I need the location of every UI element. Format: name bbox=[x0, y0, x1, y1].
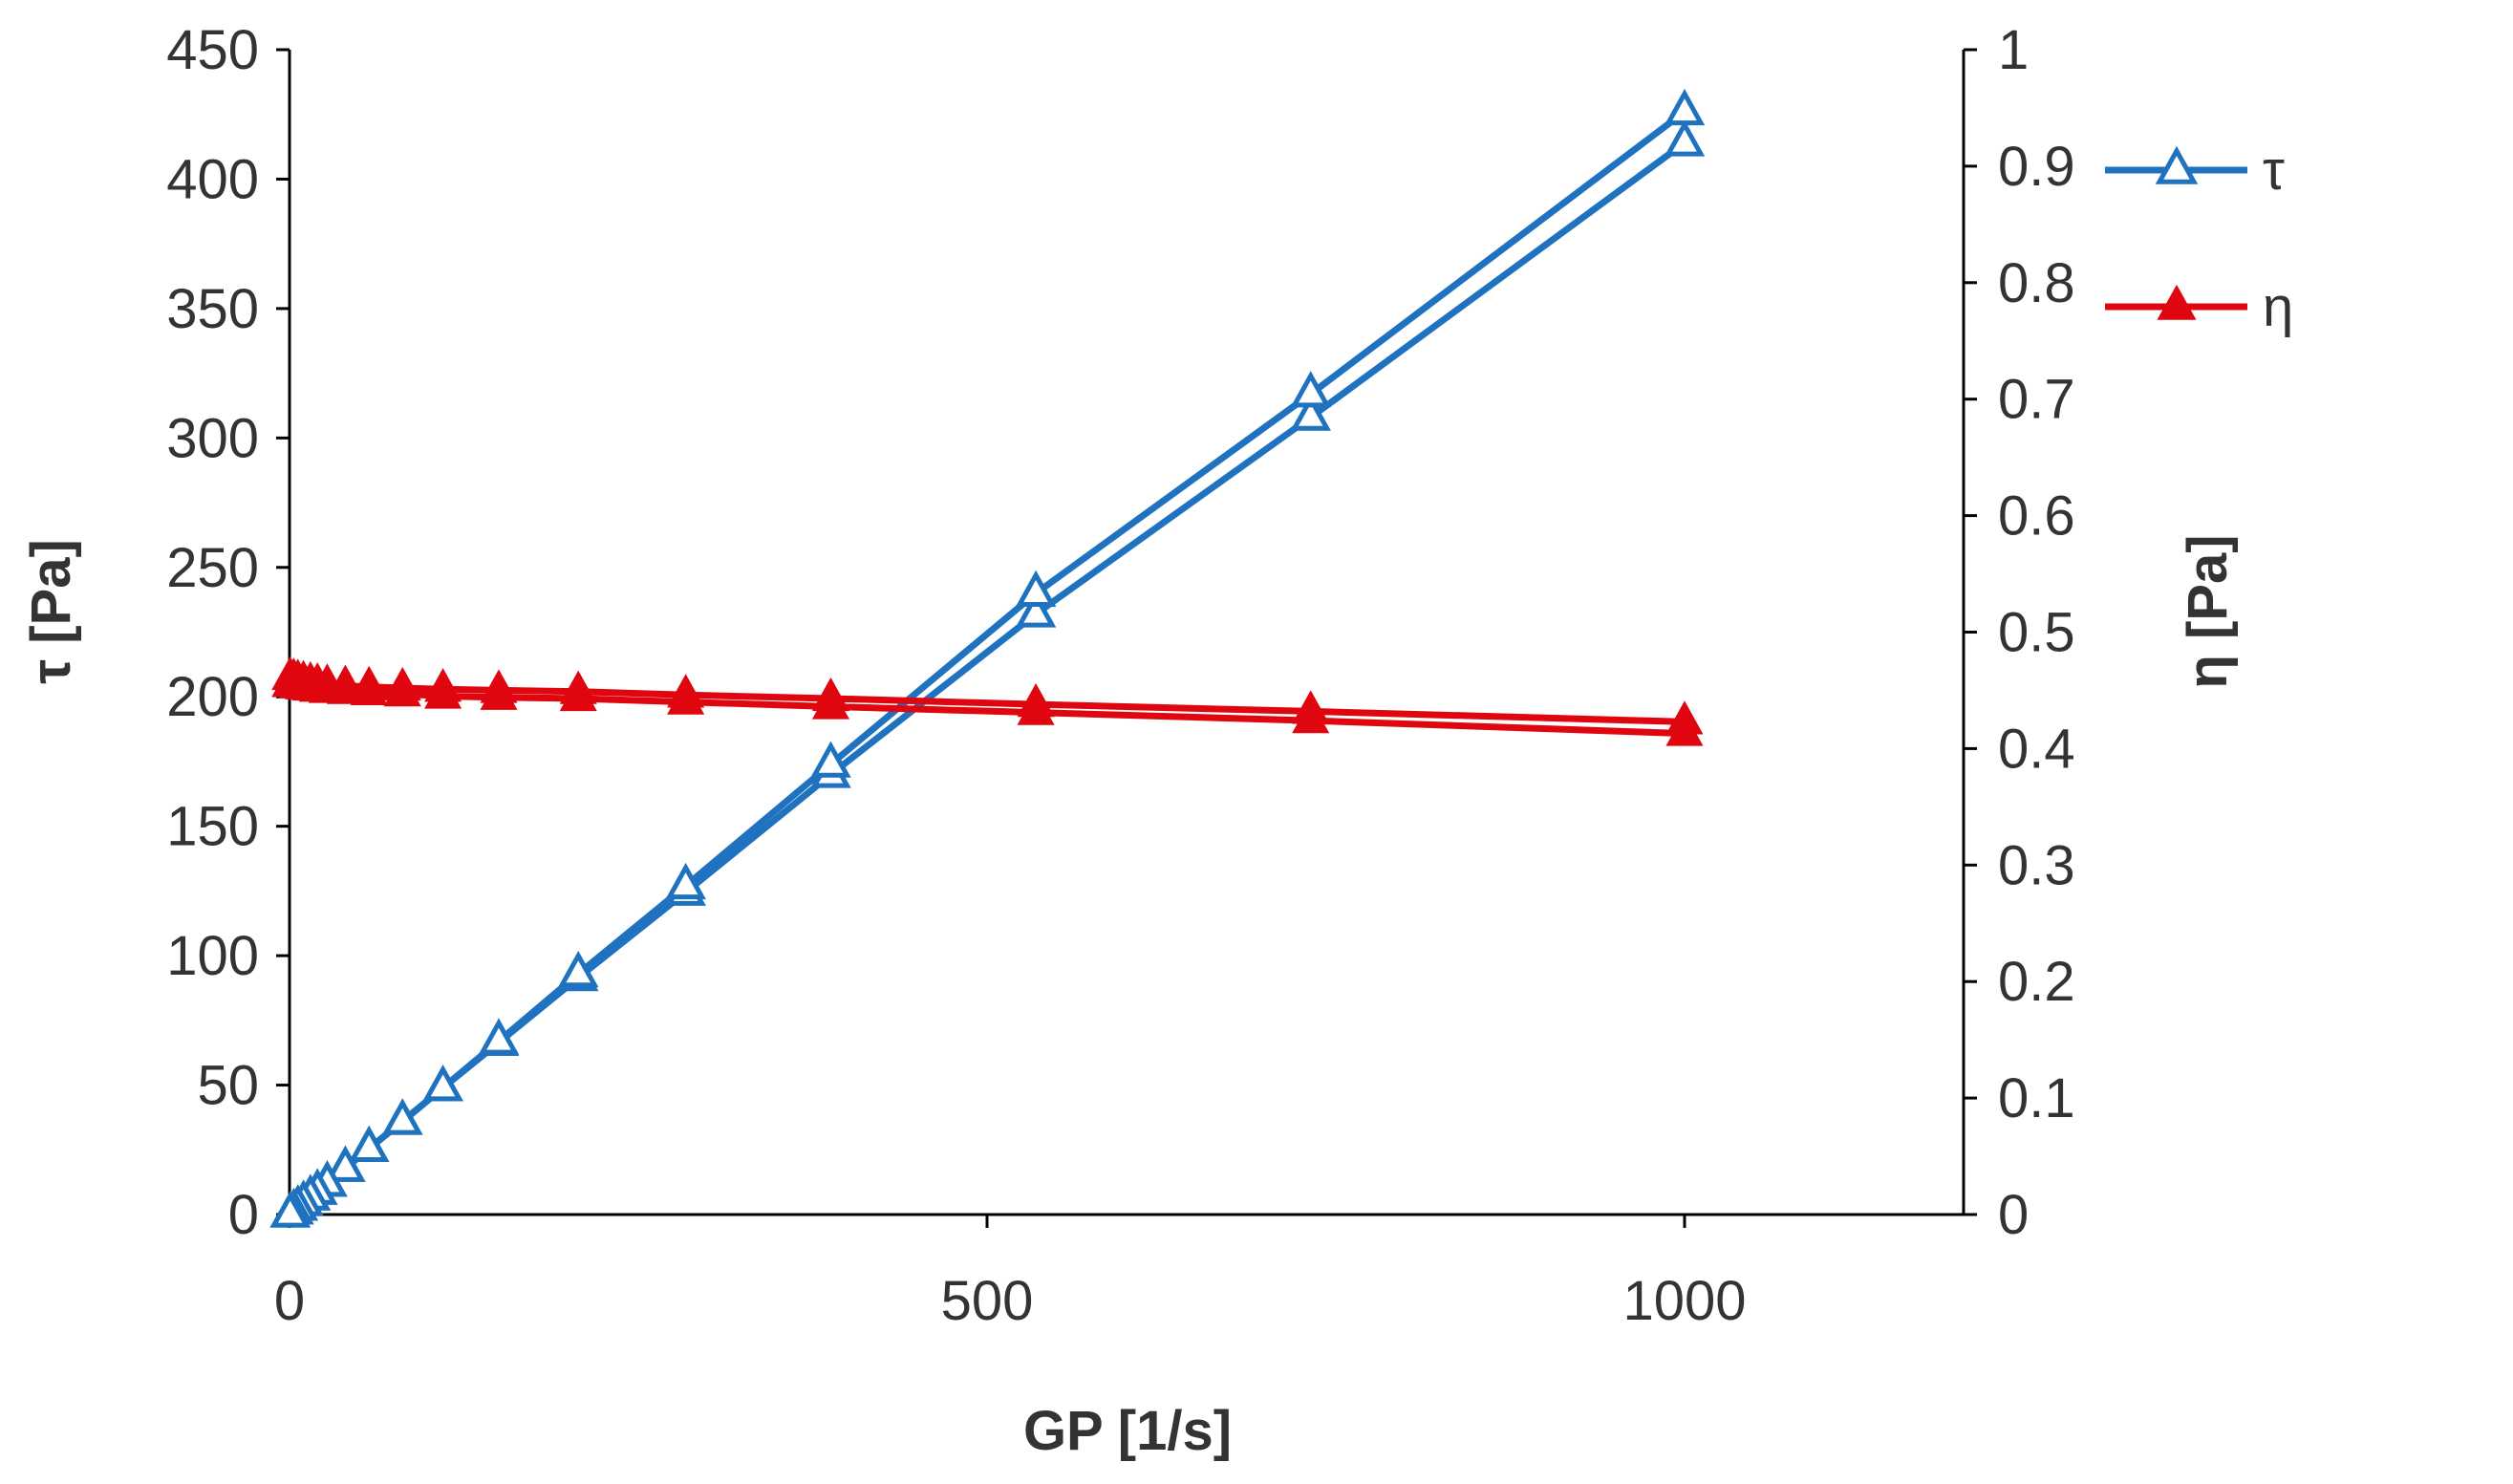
data-point-marker bbox=[1015, 570, 1057, 607]
legend: τη bbox=[2105, 140, 2293, 338]
left-y-tick-label: 450 bbox=[166, 19, 259, 81]
x-axis-title: GP [1/s] bbox=[1023, 1400, 1232, 1462]
left-y-tick-label: 150 bbox=[166, 796, 259, 858]
data-point-marker bbox=[810, 741, 851, 778]
right-y-tick-label: 1 bbox=[1998, 19, 2029, 81]
right-y-tick-label: 0.4 bbox=[1998, 718, 2075, 780]
right-y-tick-label: 0.5 bbox=[1998, 602, 2075, 664]
axes bbox=[276, 48, 1977, 1228]
left-y-tick-label: 200 bbox=[166, 666, 259, 728]
legend-label: τ bbox=[2263, 140, 2285, 202]
left-y-tick-label: 300 bbox=[166, 407, 259, 469]
left-y-tick-label: 250 bbox=[166, 537, 259, 599]
data-point-marker bbox=[557, 950, 599, 988]
right-y-tick-label: 0.3 bbox=[1998, 834, 2075, 896]
data-point-marker bbox=[480, 669, 518, 703]
legend-label: η bbox=[2263, 276, 2293, 338]
data-point-marker bbox=[1664, 88, 1706, 126]
data-point-marker bbox=[1292, 690, 1330, 724]
data-point-marker bbox=[325, 1145, 366, 1182]
data-point-marker bbox=[271, 656, 310, 691]
x-tick-label: 500 bbox=[941, 1270, 1034, 1332]
data-point-marker bbox=[1664, 119, 1706, 157]
right-y-tick-label: 0.2 bbox=[1998, 951, 2075, 1013]
left-y-axis-title: τ [Pa] bbox=[20, 539, 82, 684]
legend-swatch-marker bbox=[2157, 284, 2197, 320]
data-point-marker bbox=[269, 1191, 311, 1228]
right-y-tick-label: 0.7 bbox=[1998, 369, 2075, 431]
left-y-tick-label: 50 bbox=[197, 1055, 259, 1117]
x-tick-label: 0 bbox=[274, 1270, 305, 1332]
left-y-tick-label: 0 bbox=[228, 1184, 259, 1246]
right-y-axis-title: η [Pa] bbox=[2177, 534, 2239, 688]
data-point-marker bbox=[559, 670, 597, 704]
right-y-tick-label: 0.9 bbox=[1998, 136, 2075, 198]
x-tick-label: 1000 bbox=[1622, 1270, 1746, 1332]
data-point-marker bbox=[1290, 394, 1331, 431]
data-point-marker bbox=[422, 1065, 463, 1102]
data-point-marker bbox=[382, 1098, 423, 1135]
data-point-marker bbox=[348, 1125, 390, 1163]
data-point-marker bbox=[424, 668, 462, 702]
left-y-tick-label: 400 bbox=[166, 148, 259, 210]
data-point-marker bbox=[1017, 683, 1055, 718]
tick-labels: 0 50 100 150 200 250 300 350 400 450 0 0.1 0.2 0.3 0.4… bbox=[166, 19, 2074, 1332]
legend-swatch-marker bbox=[2155, 145, 2199, 184]
data-point-marker bbox=[667, 674, 705, 708]
data-point-marker bbox=[350, 665, 388, 699]
data-point-marker bbox=[383, 666, 421, 701]
series-group bbox=[269, 88, 1706, 1228]
right-y-tick-label: 0.6 bbox=[1998, 485, 2075, 548]
data-point-marker bbox=[1290, 371, 1331, 408]
right-y-tick-label: 0 bbox=[1998, 1184, 2029, 1246]
right-y-tick-label: 0.8 bbox=[1998, 252, 2075, 314]
data-point-marker bbox=[1015, 591, 1057, 628]
data-point-marker bbox=[478, 1018, 520, 1055]
right-y-tick-label: 0.1 bbox=[1998, 1067, 2075, 1129]
left-y-tick-label: 100 bbox=[166, 925, 259, 987]
left-y-tick-label: 350 bbox=[166, 278, 259, 340]
data-point-marker bbox=[811, 677, 850, 712]
data-point-marker bbox=[1665, 700, 1704, 735]
data-point-marker bbox=[665, 862, 706, 900]
